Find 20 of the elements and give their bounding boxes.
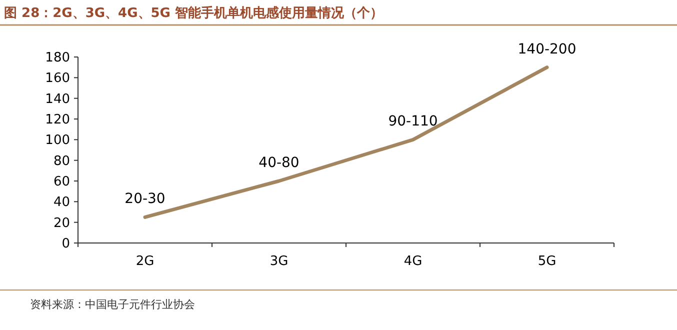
y-tick-label: 40: [53, 195, 70, 210]
data-label: 20-30: [124, 191, 166, 208]
data-label: 90-110: [388, 114, 438, 130]
x-tick-label: 4G: [404, 254, 422, 269]
y-tick-label: 160: [45, 71, 70, 86]
y-tick-label: 100: [45, 133, 70, 148]
x-tick-label: 2G: [136, 254, 154, 269]
y-tick-label: 0: [62, 236, 70, 252]
x-tick-label: 5G: [538, 254, 556, 269]
x-tick-label: 3G: [270, 254, 288, 269]
data-label: 40-80: [258, 155, 300, 171]
chart-title: 图 28：2G、3G、4G、5G 智能手机单机电感使用量情况（个）: [4, 5, 384, 21]
data-label: 140-200: [518, 41, 576, 58]
text: 资料来源：中国电子元件行业协会: [30, 298, 195, 311]
y-tick-label: 140: [45, 92, 70, 107]
y-tick-label: 80: [53, 154, 70, 169]
y-tick-label: 20: [53, 216, 70, 231]
y-tick-label: 120: [45, 112, 70, 128]
y-tick-label: 180: [45, 50, 70, 66]
y-tick-label: 60: [53, 174, 70, 190]
